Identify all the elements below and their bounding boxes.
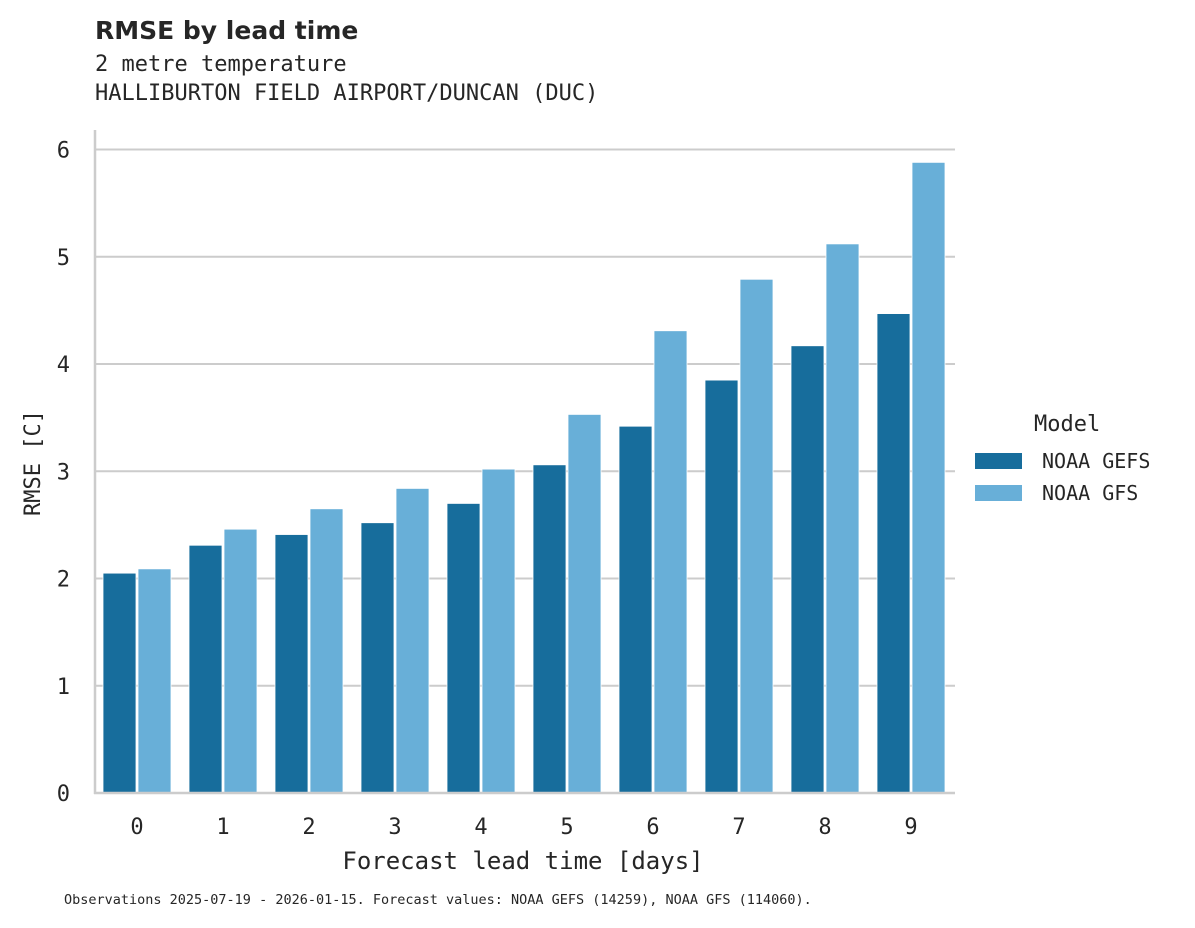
x-tick-label: 1 xyxy=(216,815,229,840)
x-tick-labels: 0 1 2 3 4 5 6 7 8 9 xyxy=(130,815,917,840)
y-tick-label: 1 xyxy=(57,675,70,700)
y-tick-label: 3 xyxy=(57,460,70,485)
footnote: Observations 2025-07-19 - 2026-01-15. Fo… xyxy=(64,892,812,908)
bar-noaa-gfs xyxy=(567,414,602,794)
bar-noaa-gfs xyxy=(911,161,946,794)
x-tick-label: 6 xyxy=(646,815,659,840)
chart-subtitle-variable: 2 metre temperature xyxy=(95,52,347,77)
bar-noaa-gefs xyxy=(876,313,911,794)
legend-label-gfs: NOAA GFS xyxy=(1042,481,1139,505)
x-tick-label: 9 xyxy=(904,815,917,840)
bar-noaa-gfs xyxy=(223,528,258,794)
bar-noaa-gefs xyxy=(274,534,309,794)
y-tick-label: 6 xyxy=(57,139,70,164)
x-tick-label: 7 xyxy=(732,815,745,840)
bar-noaa-gfs xyxy=(395,488,430,794)
y-tick-label: 2 xyxy=(57,568,70,593)
bar-noaa-gefs xyxy=(790,345,825,794)
x-tick-label: 2 xyxy=(302,815,315,840)
bar-noaa-gfs xyxy=(653,330,688,794)
bar-noaa-gefs xyxy=(188,544,223,794)
legend: Model NOAA GEFS NOAA GFS xyxy=(975,412,1150,509)
bar-noaa-gefs xyxy=(446,503,481,794)
bar-noaa-gfs xyxy=(137,568,172,794)
y-axis-label: RMSE [C] xyxy=(21,410,46,516)
legend-swatch-gfs xyxy=(975,485,1022,501)
legend-swatch-gefs xyxy=(975,453,1022,469)
bar-noaa-gefs xyxy=(532,464,567,794)
bar-noaa-gfs xyxy=(309,508,344,794)
chart-subtitle-station: HALLIBURTON FIELD AIRPORT/DUNCAN (DUC) xyxy=(95,81,599,106)
chart-title: RMSE by lead time xyxy=(95,16,359,45)
y-tick-labels: 0 1 2 3 4 5 6 xyxy=(57,139,70,808)
bar-noaa-gfs xyxy=(739,278,774,794)
y-tick-label: 4 xyxy=(57,353,70,378)
x-tick-label: 5 xyxy=(560,815,573,840)
bars xyxy=(102,161,946,794)
x-tick-label: 0 xyxy=(130,815,143,840)
legend-item-gefs: NOAA GEFS xyxy=(975,445,1150,477)
y-tick-label: 0 xyxy=(57,782,70,807)
legend-item-gfs: NOAA GFS xyxy=(975,477,1150,509)
legend-label-gefs: NOAA GEFS xyxy=(1042,449,1151,473)
bar-noaa-gefs xyxy=(618,425,653,794)
y-tick-label: 5 xyxy=(57,246,70,271)
x-tick-label: 3 xyxy=(388,815,401,840)
bar-noaa-gfs xyxy=(825,243,860,794)
bar-noaa-gfs xyxy=(481,468,516,794)
bar-noaa-gefs xyxy=(360,522,395,794)
x-axis-label: Forecast lead time [days] xyxy=(342,847,703,875)
axes xyxy=(93,130,955,795)
bar-noaa-gefs xyxy=(102,572,137,794)
bar-noaa-gefs xyxy=(704,379,739,794)
x-tick-label: 8 xyxy=(818,815,831,840)
legend-title: Model xyxy=(1034,412,1101,437)
x-tick-label: 4 xyxy=(474,815,487,840)
